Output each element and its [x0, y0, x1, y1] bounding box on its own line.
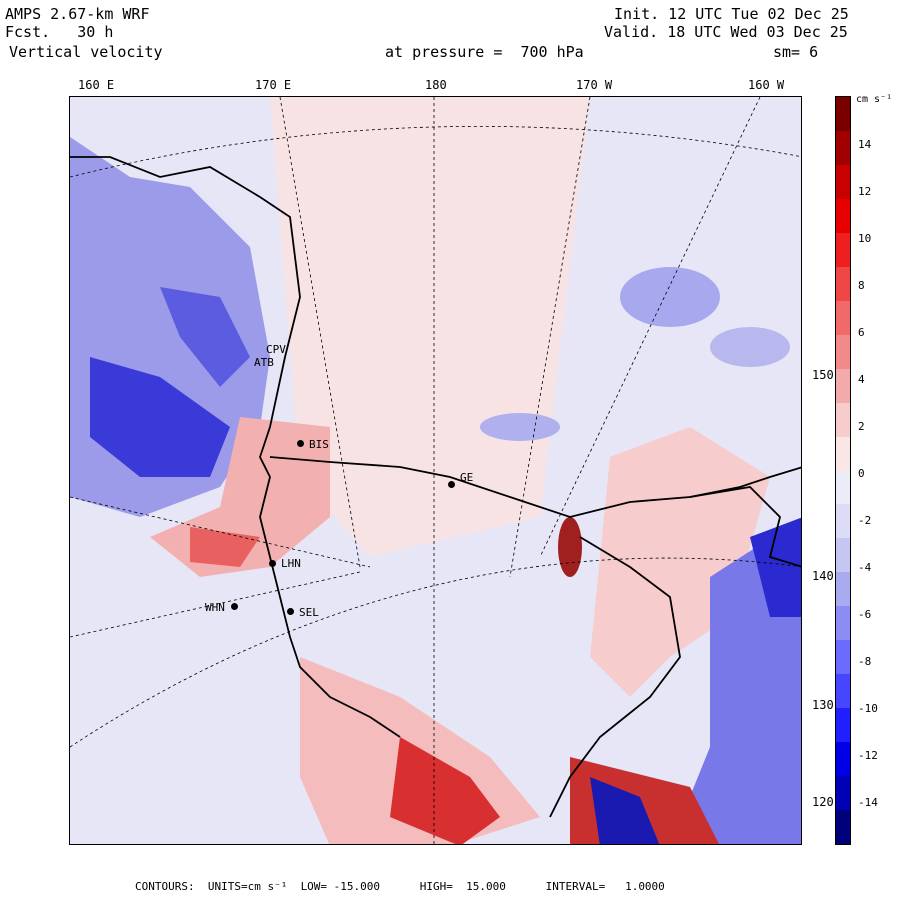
colorbar-segment [836, 470, 850, 505]
station-lhn: LHN [281, 557, 301, 570]
colorbar-tick-label: -12 [858, 749, 878, 762]
lon-label-170e: 170 E [255, 78, 292, 92]
colorbar-tick-label: 14 [858, 138, 872, 151]
colorbar-segment [836, 810, 850, 845]
field-name: Vertical velocity [9, 43, 163, 61]
lon-label-180: 180 [425, 78, 447, 92]
colorbar-tick-label: -2 [858, 514, 872, 527]
colorbar-segment [836, 572, 850, 607]
colorbar-tick-label: -4 [858, 561, 872, 574]
colorbar-segment [836, 368, 850, 404]
colorbar-segment [836, 232, 850, 268]
station-marker [448, 481, 455, 488]
colorbar-tick-label: -14 [858, 796, 878, 809]
pressure-level: at pressure = 700 hPa [385, 43, 584, 61]
colorbar-segment [836, 300, 850, 336]
colorbar-segment [836, 97, 850, 132]
colorbar-segment [836, 402, 850, 438]
colorbar-segment [836, 198, 850, 234]
lon-label-160w: 160 W [748, 78, 785, 92]
station-whn: WHN [205, 601, 225, 614]
colorbar-tick-label: 2 [858, 420, 865, 433]
colorbar [835, 96, 851, 845]
lon-label-160e: 160 E [78, 78, 115, 92]
station-atb: ATB [254, 356, 274, 369]
station-marker [297, 440, 304, 447]
colorbar-tick-label: 0 [858, 467, 865, 480]
colorbar-segment [836, 266, 850, 302]
colorbar-tick-label: 8 [858, 279, 865, 292]
colorbar-segment [836, 606, 850, 641]
smoothing: sm= 6 [773, 43, 819, 61]
colorbar-tick-label: -8 [858, 655, 872, 668]
colorbar-segment [836, 164, 850, 200]
forecast-hour: Fcst. 30 h [5, 23, 114, 41]
station-marker [231, 603, 238, 610]
colorbar-tick-label: 4 [858, 373, 865, 386]
model-title: AMPS 2.67-km WRF [5, 5, 150, 23]
lon-label-170w: 170 W [576, 78, 613, 92]
colorbar-segment [836, 776, 850, 811]
colorbar-segment [836, 742, 850, 777]
station-cpv: CPV [266, 343, 286, 356]
colorbar-tick-label: -10 [858, 702, 878, 715]
station-bis: BIS [309, 438, 329, 451]
colorbar-segment [836, 130, 850, 166]
init-time: Init. 12 UTC Tue 02 Dec 25 [614, 5, 849, 23]
colorbar-segment [836, 538, 850, 573]
vertical-velocity-map [69, 96, 802, 845]
colorbar-segment [836, 334, 850, 370]
colorbar-tick-label: 10 [858, 232, 872, 245]
station-sel: SEL [299, 606, 319, 619]
station-marker [287, 608, 294, 615]
colorbar-segment [836, 640, 850, 675]
colorbar-tick-label: 6 [858, 326, 865, 339]
colorbar-units: cm s⁻¹ [856, 94, 893, 105]
colorbar-segment [836, 504, 850, 539]
colorbar-segment [836, 674, 850, 709]
station-ge: GE [460, 471, 474, 484]
colorbar-tick-label: -6 [858, 608, 872, 621]
valid-time: Valid. 18 UTC Wed 03 Dec 25 [604, 23, 848, 41]
colorbar-tick-label: 12 [858, 185, 872, 198]
colorbar-segment [836, 708, 850, 743]
colorbar-segment [836, 436, 850, 471]
station-marker [269, 560, 276, 567]
contour-info: CONTOURS: UNITS=cm s⁻¹ LOW= -15.000 HIGH… [135, 880, 665, 893]
